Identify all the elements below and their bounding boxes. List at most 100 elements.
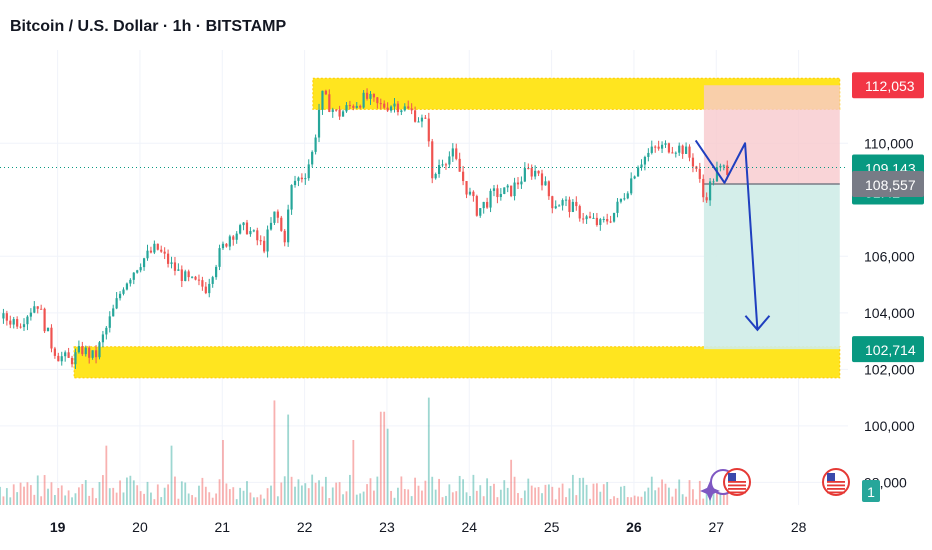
time-tick-label: 20 <box>132 519 148 535</box>
event-markers[interactable]: 1 <box>700 468 880 502</box>
time-tick-label: 25 <box>544 519 560 535</box>
candle-body <box>575 201 578 207</box>
candle-body <box>321 90 324 110</box>
time-tick-label: 23 <box>379 519 395 535</box>
overlay-layer[interactable] <box>0 139 848 332</box>
candle-body <box>369 93 372 99</box>
candle-body <box>22 324 26 328</box>
candle-body <box>626 193 629 199</box>
volume-bar <box>469 495 471 505</box>
candle-body <box>393 103 396 107</box>
time-tick-label: 24 <box>461 519 477 535</box>
volume-bar <box>201 477 204 505</box>
price-badge-target <box>852 336 924 363</box>
volume-bar <box>445 495 447 505</box>
candle-body <box>578 206 581 219</box>
volume-bar <box>486 478 489 505</box>
volume-bar <box>709 498 711 505</box>
volume-bar <box>174 476 176 505</box>
volume-bar <box>208 492 211 505</box>
candle-body <box>108 316 111 328</box>
volume-bar <box>67 490 70 505</box>
volume-bar <box>256 497 259 505</box>
candle-body <box>245 222 249 235</box>
volume-bar <box>2 496 5 505</box>
candle-body <box>218 248 221 267</box>
candle-body <box>335 109 338 111</box>
candle-body <box>215 266 218 278</box>
candle-body <box>599 219 602 225</box>
volume-bar <box>163 487 166 505</box>
volume-bar <box>400 476 403 505</box>
volume-bar <box>698 480 701 505</box>
volume-bar <box>644 491 646 505</box>
candle-body <box>57 355 60 362</box>
candle-body <box>499 193 502 198</box>
candle-body <box>582 218 585 220</box>
volume-bar <box>534 487 537 505</box>
candle-body <box>561 200 564 206</box>
candle-body <box>180 269 183 281</box>
volume-bar <box>307 488 310 505</box>
candle-body <box>60 356 63 362</box>
candle-body <box>359 105 362 108</box>
volume-bar <box>136 485 139 505</box>
volume-bar <box>160 497 163 505</box>
volume-bar <box>373 490 375 505</box>
candle-body <box>726 165 729 175</box>
candle-body <box>139 267 142 271</box>
candle-body <box>173 262 177 271</box>
volume-bar <box>273 400 276 505</box>
volume-bar <box>475 490 478 505</box>
price-badge-target-label: 102,714 <box>865 342 916 358</box>
candle-body <box>571 201 574 212</box>
price-tick-label: 106,000 <box>864 248 915 264</box>
candle-body <box>314 137 317 152</box>
candle-body <box>407 106 410 109</box>
volume-bar <box>95 498 97 505</box>
flag-stripe <box>728 484 746 487</box>
candle-body <box>187 271 190 278</box>
volume-bar <box>671 496 674 505</box>
volume-bar <box>458 475 461 505</box>
candle-body <box>633 176 636 179</box>
candle-body <box>365 92 369 99</box>
candle-body <box>81 346 84 355</box>
position-layer[interactable] <box>703 85 840 350</box>
volume-bar <box>170 445 173 505</box>
volume-bar <box>403 489 406 505</box>
volume-bar <box>218 479 221 505</box>
candle-body <box>77 346 80 353</box>
volume-bar <box>338 482 341 505</box>
candle-body <box>211 277 214 284</box>
volume-bar <box>232 487 235 505</box>
volume-bar <box>249 492 252 505</box>
candle-body <box>276 211 279 218</box>
volume-bar <box>235 499 238 505</box>
candle-body <box>177 269 180 271</box>
volume-bar <box>472 474 475 505</box>
volume-bar <box>496 497 499 505</box>
time-tick-label: 21 <box>215 519 231 535</box>
candle-body <box>496 188 499 198</box>
price-axis[interactable]: 98,000100,000102,000104,000106,000110,00… <box>864 135 915 490</box>
time-axis[interactable]: 19 20 21 22 23 24 25 26 27 28 <box>50 519 807 535</box>
candle-body <box>389 106 393 111</box>
volume-bar <box>688 480 691 505</box>
volume-bar <box>119 480 121 505</box>
volume-bar <box>455 491 458 505</box>
candle-body <box>472 191 475 197</box>
volume-layer <box>0 397 729 505</box>
candle-body <box>36 306 39 309</box>
volume-bar <box>355 494 358 505</box>
volume-bar <box>595 483 598 505</box>
volume-bar <box>239 487 242 505</box>
volume-bar <box>544 484 547 505</box>
candle-body <box>166 253 170 264</box>
volume-bar <box>345 491 348 505</box>
volume-bar <box>630 497 633 505</box>
volume-bar <box>482 496 485 505</box>
candle-body <box>376 97 379 104</box>
